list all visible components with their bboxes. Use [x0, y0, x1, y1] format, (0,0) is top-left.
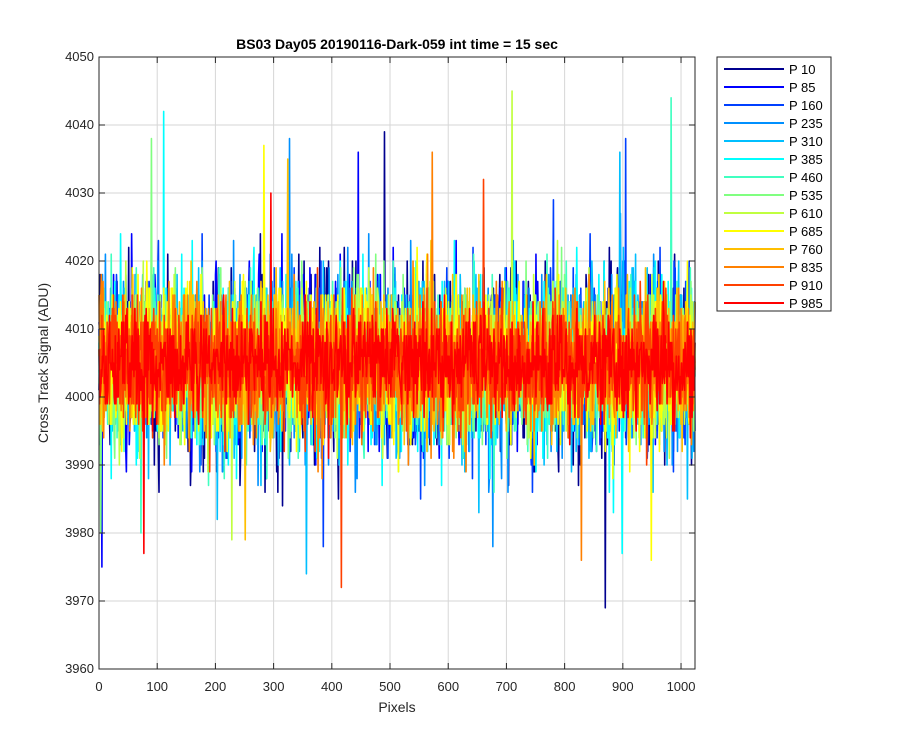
- plot-frame: [98, 56, 696, 670]
- y-tick-label: 3970: [65, 593, 94, 608]
- y-tick-label: 4040: [65, 117, 94, 132]
- y-tick-label: 4010: [65, 321, 94, 336]
- legend-label: P 10: [789, 62, 816, 77]
- legend: P 10 P 85 P 160 P 235 P 310 P 385 P 460 P 535 P …: [716, 56, 832, 312]
- legend-label: P 685: [789, 224, 823, 239]
- legend-label: P 910: [789, 278, 823, 293]
- y-tick-label: 4030: [65, 185, 94, 200]
- legend-label: P 235: [789, 116, 823, 131]
- legend-label: P 985: [789, 296, 823, 311]
- y-axis-label: Cross Track Signal (ADU): [35, 283, 51, 443]
- x-tick-label: 0: [95, 679, 102, 694]
- y-tick-label: 4020: [65, 253, 94, 268]
- legend-label: P 310: [789, 134, 823, 149]
- series-line-p-910: [98, 178, 696, 589]
- y-tick-label: 4000: [65, 389, 94, 404]
- x-tick-label: 800: [554, 679, 576, 694]
- y-tick-label: 4050: [65, 49, 94, 64]
- x-tick-label: 200: [205, 679, 227, 694]
- legend-entries: P 10 P 85 P 160 P 235 P 310 P 385 P 460 P 535 P …: [724, 62, 823, 311]
- series-lines: [98, 90, 696, 609]
- legend-label: P 160: [789, 98, 823, 113]
- plot-area: 0 100 200 300 400 500 600 700 800 900 1000 3960 3970…: [65, 49, 696, 694]
- x-tick-label: 300: [263, 679, 285, 694]
- y-tick-label: 3980: [65, 525, 94, 540]
- x-tick-label: 500: [379, 679, 401, 694]
- x-tick-label: 100: [146, 679, 168, 694]
- legend-box: [716, 56, 832, 312]
- x-axis-label: Pixels: [378, 699, 415, 715]
- x-tick-label: 700: [496, 679, 518, 694]
- legend-label: P 85: [789, 80, 816, 95]
- legend-label: P 385: [789, 152, 823, 167]
- legend-label: P 610: [789, 206, 823, 221]
- legend-label: P 535: [789, 188, 823, 203]
- y-tick-label: 3990: [65, 457, 94, 472]
- y-tick-label: 3960: [65, 661, 94, 676]
- x-tick-label: 1000: [667, 679, 696, 694]
- legend-label: P 460: [789, 170, 823, 185]
- series-line-p-985: [98, 192, 696, 555]
- axis-ticks: 0 100 200 300 400 500 600 700 800 900 1000 3960 3970…: [65, 49, 695, 694]
- x-tick-label: 900: [612, 679, 634, 694]
- legend-label: P 760: [789, 242, 823, 257]
- x-tick-label: 400: [321, 679, 343, 694]
- chart-title: BS03 Day05 20190116-Dark-059 int time = …: [236, 36, 558, 52]
- x-tick-label: 600: [437, 679, 459, 694]
- legend-label: P 835: [789, 260, 823, 275]
